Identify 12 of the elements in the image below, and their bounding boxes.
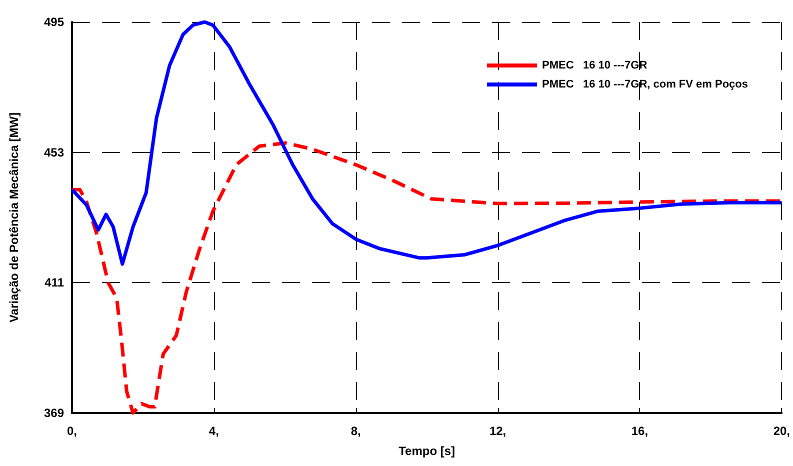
x-tick-label: 16, xyxy=(631,424,648,438)
x-tick-label: 12, xyxy=(489,424,506,438)
y-axis-title: Variação de Potência Mecânica [MW] xyxy=(7,112,21,323)
x-tick-label: 0, xyxy=(66,424,78,438)
y-tick-label: 411 xyxy=(44,276,64,290)
y-tick-label: 495 xyxy=(44,15,64,29)
x-tick-label: 20, xyxy=(773,424,790,438)
y-tick-label: 453 xyxy=(44,145,64,160)
y-tick-label: 369 xyxy=(44,406,64,420)
x-tick-label: 4, xyxy=(208,424,219,438)
x-tick-label: 8, xyxy=(350,424,361,438)
x-axis-title: Tempo [s] xyxy=(398,444,456,458)
